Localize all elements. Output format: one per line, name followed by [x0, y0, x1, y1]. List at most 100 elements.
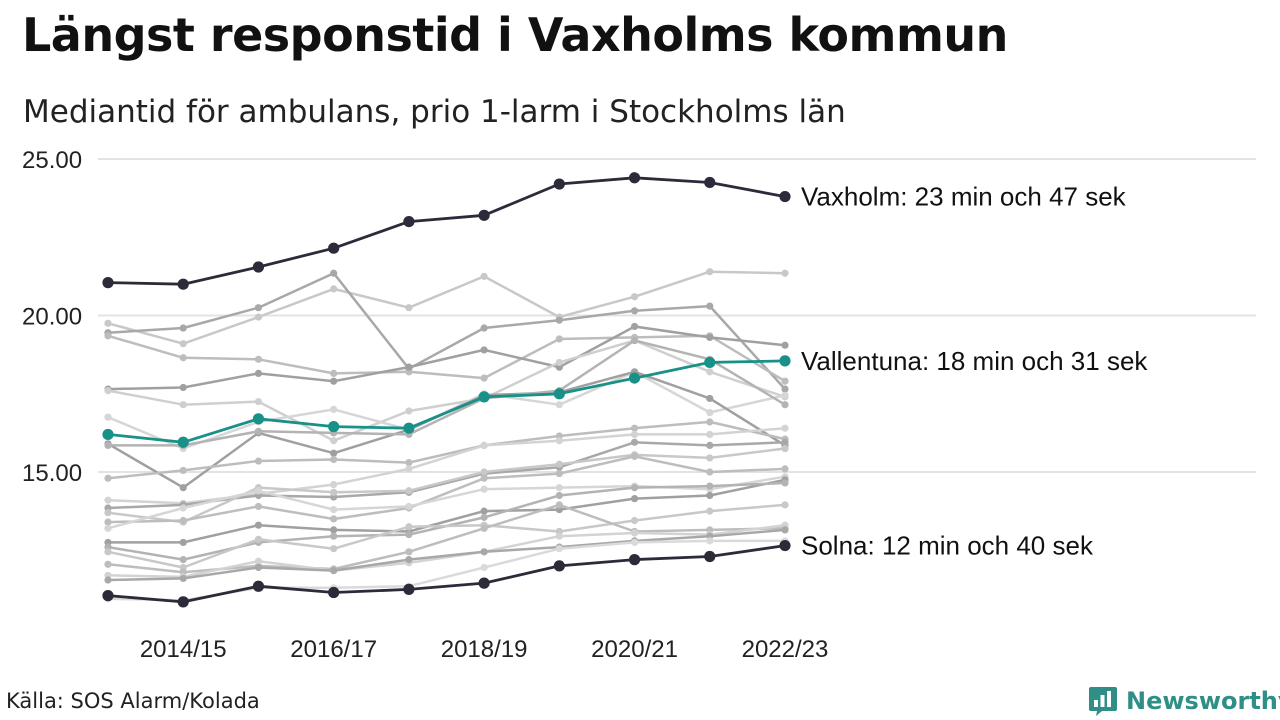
- context-series-9-point: [630, 424, 639, 432]
- series-vallentuna-point: [102, 428, 114, 441]
- context-series-2-point: [555, 316, 563, 324]
- context-series-9-point: [254, 457, 263, 465]
- context-series-11-point: [781, 438, 789, 446]
- series-label-vallentuna: Vallentuna: 18 min och 31 sek: [801, 346, 1148, 376]
- context-series: [104, 268, 789, 604]
- series-solna-point: [704, 550, 716, 563]
- context-series-10-point: [405, 465, 413, 473]
- context-series-10-point: [555, 437, 563, 445]
- context-series-14-point: [254, 487, 263, 495]
- context-series-3-point: [480, 374, 488, 382]
- series-solna-point: [177, 596, 189, 608]
- context-series-9-point: [179, 466, 187, 475]
- context-series-10-point: [480, 441, 488, 449]
- context-series-9-line: [106, 420, 787, 480]
- context-series-3-line: [106, 334, 787, 383]
- context-series-12: [104, 444, 789, 526]
- context-series-4-point: [405, 363, 413, 371]
- context-series-2-point: [179, 324, 187, 332]
- context-series-2-point: [781, 385, 789, 393]
- context-series-12-point: [781, 444, 789, 453]
- context-series-13-point: [480, 474, 488, 482]
- series-solna-point: [328, 586, 340, 599]
- context-series-7-line: [106, 370, 787, 489]
- context-series-14-point: [179, 504, 187, 512]
- series-vaxholm-line: [106, 176, 787, 286]
- context-series-10-point: [104, 496, 112, 504]
- context-series-19-point: [630, 529, 639, 537]
- context-series-10: [104, 424, 789, 507]
- context-series-2-point: [254, 304, 263, 312]
- context-series-20-point: [254, 563, 263, 572]
- context-series-12-point: [405, 487, 413, 495]
- context-series-19-line: [106, 523, 787, 579]
- x-tick-label: 2016/17: [290, 636, 377, 663]
- context-series-17: [104, 501, 789, 572]
- context-series-13-point: [179, 516, 187, 525]
- context-series-5-point: [179, 401, 187, 409]
- context-series-7-point: [179, 484, 187, 492]
- context-series-8: [104, 336, 789, 449]
- context-series-16-point: [706, 482, 714, 490]
- context-series-14-point: [330, 505, 338, 514]
- context-series-5-line: [106, 339, 787, 442]
- context-series-6-point: [555, 401, 563, 409]
- context-series-1-point: [480, 272, 488, 280]
- y-tick-label: 25.00: [22, 147, 82, 174]
- context-series-20-point: [405, 556, 413, 564]
- context-series-1-point: [630, 293, 639, 301]
- context-series-3-point: [330, 369, 338, 378]
- context-series-13-point: [781, 465, 789, 473]
- series-vaxholm-point: [704, 176, 716, 189]
- series-solna-point: [252, 580, 265, 592]
- context-series-13-point: [254, 502, 263, 511]
- context-series-14-point: [104, 524, 112, 532]
- series-solna-point: [478, 577, 490, 589]
- context-series-6-point: [330, 405, 338, 413]
- x-tick-label: 2020/21: [591, 636, 678, 663]
- context-series-1-point: [104, 319, 112, 327]
- context-series-15-point: [254, 521, 263, 529]
- series-vaxholm-point: [177, 278, 189, 290]
- context-series-4-point: [330, 377, 338, 385]
- context-series-8-point: [254, 427, 263, 435]
- context-series-9-point: [330, 455, 338, 464]
- context-series-10-point: [781, 424, 789, 432]
- series-vallentuna-point: [328, 421, 340, 433]
- context-series-16-point: [179, 556, 187, 564]
- context-series-16-point: [405, 531, 413, 539]
- series-solna-point: [779, 539, 791, 552]
- context-series-16-point: [480, 513, 488, 521]
- context-series-5-point: [706, 368, 714, 376]
- series-solna-line: [106, 544, 787, 604]
- context-series-16-point: [630, 484, 639, 492]
- source-note: Källa: SOS Alarm/Kolada: [6, 689, 260, 713]
- context-series-8-point: [630, 336, 639, 345]
- context-series-17-point: [405, 523, 413, 531]
- context-series-8-point: [104, 441, 112, 449]
- context-series-1-point: [179, 340, 187, 348]
- series-vaxholm-point: [779, 190, 791, 203]
- series-label-vaxholm: Vaxholm: 23 min och 47 sek: [801, 182, 1127, 212]
- context-series-3-point: [781, 377, 789, 385]
- context-series-9: [104, 418, 789, 482]
- context-series-4-point: [706, 333, 714, 342]
- series-solna-point: [628, 554, 641, 566]
- context-series-5-point: [104, 387, 112, 395]
- context-series-15-point: [630, 495, 639, 503]
- context-series-13-point: [104, 518, 112, 526]
- context-series-13-point: [630, 452, 639, 460]
- context-series-12-line: [106, 447, 787, 524]
- context-series-20-point: [781, 526, 789, 534]
- chart-subtitle: Mediantid för ambulans, prio 1-larm i St…: [23, 94, 846, 130]
- context-series-9-point: [104, 474, 112, 482]
- series-solna: [102, 539, 791, 608]
- context-series-1-point: [405, 304, 413, 312]
- highlighted-series: [102, 172, 791, 608]
- context-series-7-point: [330, 449, 338, 457]
- context-series-12-point: [555, 460, 563, 468]
- context-series-14-point: [555, 484, 563, 492]
- context-series-2-point: [480, 324, 488, 332]
- bar-chart-icon: [1089, 687, 1117, 716]
